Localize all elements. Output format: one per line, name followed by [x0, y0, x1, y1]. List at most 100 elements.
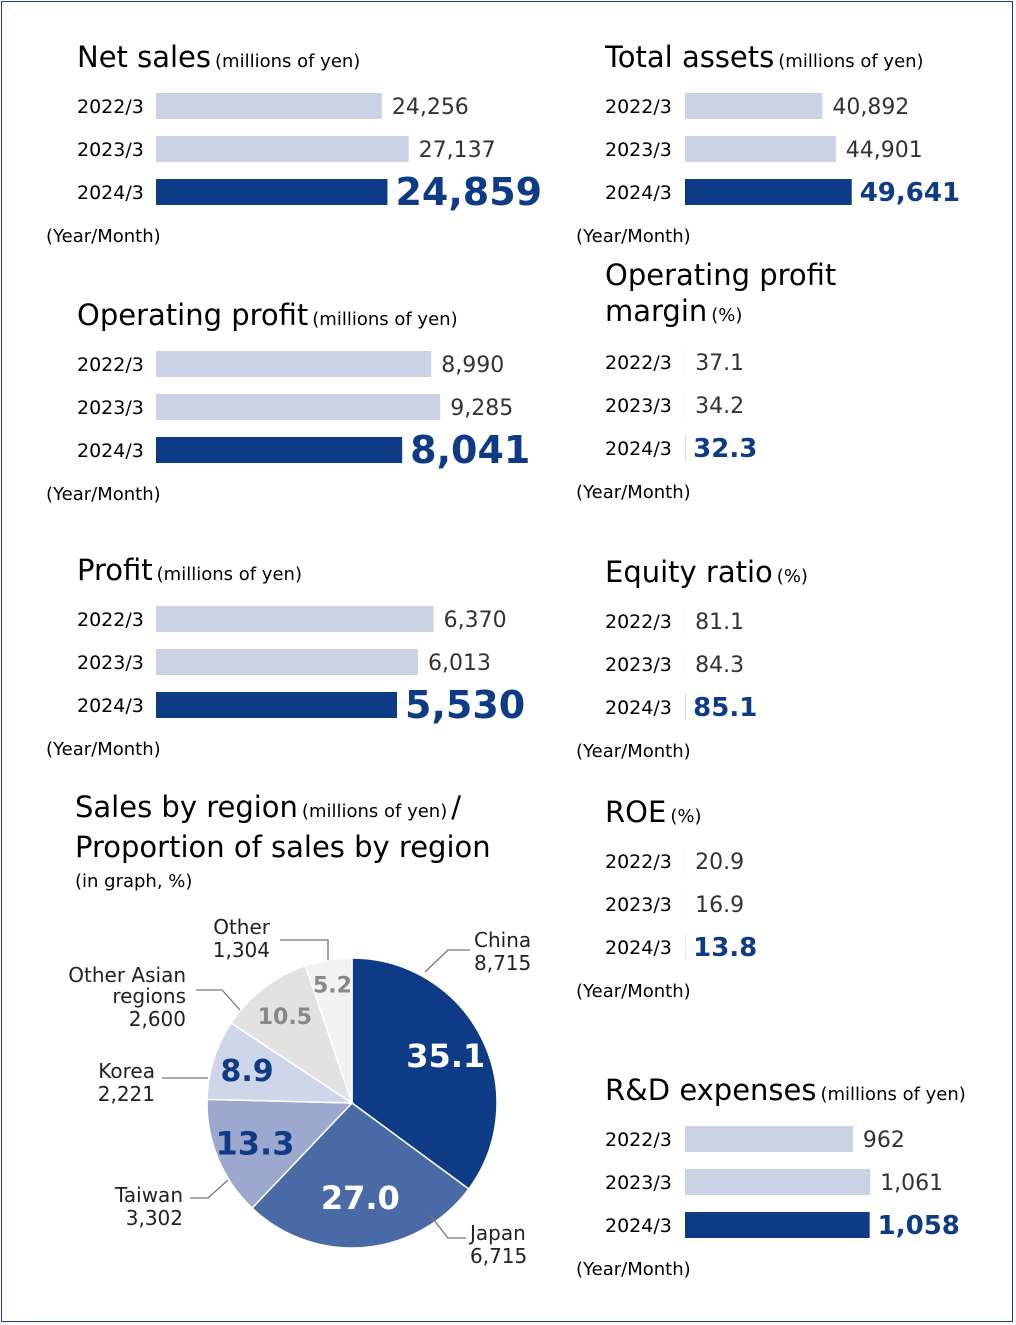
total-assets-category-label: 2024/3: [605, 182, 672, 204]
roe-chart: ROE (%) 2022/3 20.9 2023/3 16.9 2024/3 13.8(Yea…: [576, 795, 757, 1002]
net-sales-category-label: 2022/3: [77, 96, 144, 118]
operating-profit-margin-category-label: 2023/3: [605, 395, 672, 417]
operating-profit-margin-title-line2: margin: [605, 294, 707, 328]
pie-percent-label: 10.5: [258, 1005, 312, 1030]
pie-slice-japan: [251, 1102, 470, 1249]
net-sales-title: Net sales: [77, 40, 211, 74]
operating-profit-margin-value-label: 37.1: [695, 351, 744, 376]
pie-leader-line: [429, 1214, 466, 1239]
randd-expenses-value-label: 962: [863, 1128, 905, 1153]
profit-value-label: 5,530: [405, 683, 525, 727]
profit-unit: (millions of yen): [157, 564, 302, 585]
total-assets-category-label: 2023/3: [605, 139, 672, 161]
pie-value-label: 8,715: [474, 951, 531, 975]
profit-axis-label: (Year/Month): [46, 739, 161, 760]
sales-by-region-subtitle-unit: (in graph, %): [75, 871, 192, 892]
randd-expenses-bar: [685, 1212, 870, 1238]
net-sales-bar: [156, 179, 388, 205]
roe-value-label: 16.9: [695, 893, 744, 918]
operating-profit-value-label: 8,990: [441, 353, 504, 378]
randd-expenses-bar: [685, 1169, 871, 1195]
roe-category-label: 2022/3: [605, 851, 672, 873]
pie-region-label: Other Asian: [68, 963, 186, 987]
equity-ratio-title: Equity ratio: [605, 555, 773, 589]
pie-region-label: regions: [112, 984, 186, 1008]
pie-value-label: 2,600: [129, 1007, 186, 1031]
roe-category-label: 2023/3: [605, 894, 672, 916]
operating-profit-value-label: 8,041: [410, 428, 530, 472]
roe-unit: (%): [670, 806, 701, 827]
sales-by-region-chart: Sales by region (millions of yen)/ Proport…: [68, 790, 531, 1268]
profit-bar: [156, 649, 419, 675]
net-sales-axis-label: (Year/Month): [46, 226, 161, 247]
profit-category-label: 2024/3: [77, 695, 144, 717]
total-assets-chart: Total assets (millions of yen) 2022/3 40,89…: [576, 40, 960, 247]
randd-expenses-axis-label: (Year/Month): [576, 1259, 691, 1280]
net-sales-category-label: 2023/3: [77, 139, 144, 161]
profit-category-label: 2023/3: [77, 652, 144, 674]
randd-expenses-unit: (millions of yen): [821, 1084, 966, 1105]
operating-profit-margin-category-label: 2022/3: [605, 352, 672, 374]
total-assets-category-label: 2022/3: [605, 96, 672, 118]
pie-percent-label: 5.2: [313, 974, 352, 999]
roe-category-label: 2024/3: [605, 937, 672, 959]
pie-value-label: 3,302: [126, 1206, 183, 1230]
net-sales-chart: Net sales (millions of yen) 2022/3 24,256 20…: [46, 40, 542, 247]
profit-category-label: 2022/3: [77, 609, 144, 631]
net-sales-value-label: 27,137: [419, 138, 496, 163]
pie-leader-line: [280, 939, 329, 960]
operating-profit-unit: (millions of yen): [312, 309, 457, 330]
equity-ratio-value-label: 84.3: [695, 653, 744, 678]
net-sales-bar: [156, 93, 382, 119]
roe-value-label: 13.8: [693, 933, 757, 963]
pie-value-label: 6,715: [470, 1244, 527, 1268]
total-assets-bar: [685, 136, 836, 162]
pie-leader-line: [424, 949, 470, 973]
operating-profit-category-label: 2022/3: [77, 354, 144, 376]
pie-region-label: China: [474, 928, 531, 952]
pie-region-label: Japan: [468, 1221, 526, 1245]
sales-by-region-title: Sales by region: [75, 790, 298, 824]
total-assets-value-label: 40,892: [832, 95, 909, 120]
randd-expenses-category-label: 2023/3: [605, 1172, 672, 1194]
pie-slice-korea: [206, 1021, 355, 1104]
pie-value-label: 2,221: [98, 1082, 155, 1106]
operating-profit-category-label: 2023/3: [77, 397, 144, 419]
operating-profit-bar: [156, 351, 432, 377]
randd-expenses-category-label: 2024/3: [605, 1215, 672, 1237]
operating-profit-category-label: 2024/3: [77, 440, 144, 462]
total-assets-unit: (millions of yen): [778, 51, 923, 72]
operating-profit-margin-value-label: 32.3: [693, 434, 757, 464]
operating-profit-margin-title: Operating profit: [605, 258, 836, 292]
roe-value-label: 20.9: [695, 850, 744, 875]
equity-ratio-chart: Equity ratio (%) 2022/3 81.1 2023/3 84.3 2024/…: [576, 555, 808, 762]
total-assets-bar: [685, 179, 852, 205]
operating-profit-chart: Operating profit (millions of yen) 2022/3 8…: [46, 298, 530, 505]
pie-slice-china: [351, 957, 498, 1191]
total-assets-bar: [685, 93, 823, 119]
pie-region-label: Korea: [98, 1059, 155, 1083]
operating-profit-margin-axis-label: (Year/Month): [576, 482, 691, 503]
operating-profit-margin-value-label: 34.2: [695, 394, 744, 419]
equity-ratio-unit: (%): [777, 566, 808, 587]
pie-percent-label: 8.9: [220, 1054, 273, 1089]
equity-ratio-category-label: 2024/3: [605, 697, 672, 719]
net-sales-unit: (millions of yen): [215, 51, 360, 72]
equity-ratio-value-label: 85.1: [693, 693, 757, 723]
operating-profit-margin-unit: (%): [711, 305, 742, 326]
profit-bar: [156, 692, 398, 718]
total-assets-value-label: 44,901: [846, 138, 923, 163]
pie-slice-other-asian-regions: [230, 964, 354, 1105]
randd-expenses-title: R&D expenses: [605, 1073, 817, 1107]
profit-value-label: 6,013: [428, 651, 491, 676]
equity-ratio-axis-label: (Year/Month): [576, 741, 691, 762]
net-sales-value-label: 24,256: [392, 95, 469, 120]
operating-profit-axis-label: (Year/Month): [46, 484, 161, 505]
randd-expenses-value-label: 1,061: [880, 1171, 943, 1196]
pie-region-label: Taiwan: [114, 1183, 183, 1207]
randd-expenses-bar: [685, 1126, 853, 1152]
randd-expenses-value-label: 1,058: [878, 1211, 960, 1241]
